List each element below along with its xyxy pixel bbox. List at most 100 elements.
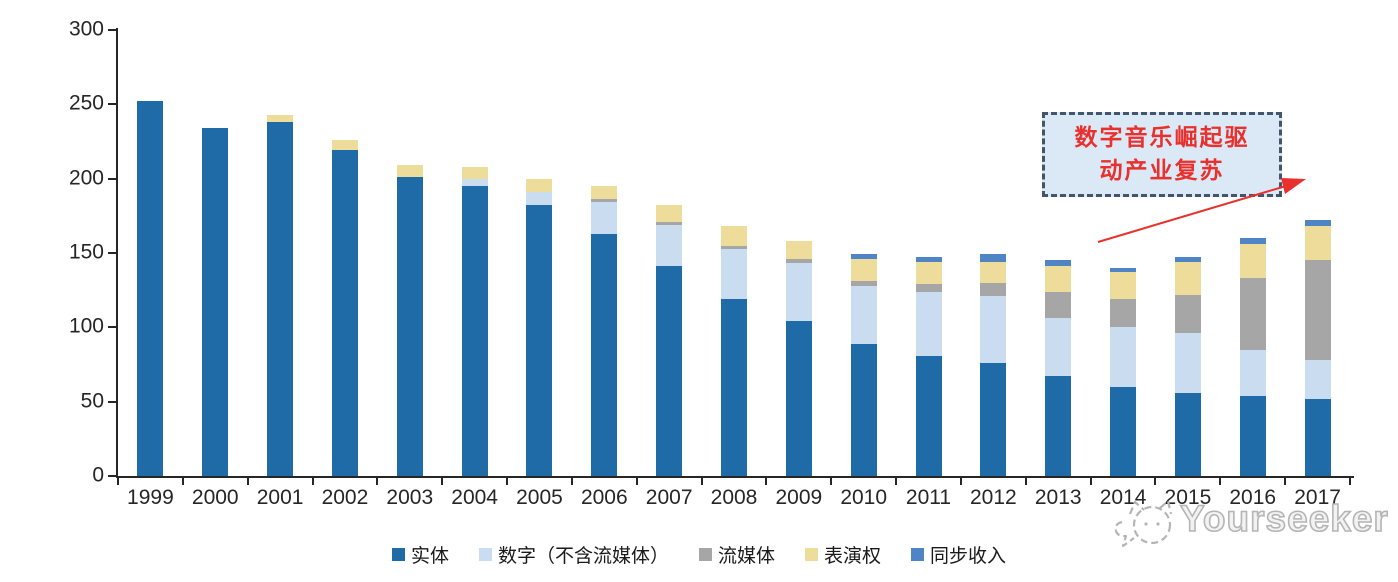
x-axis-tick (1219, 478, 1222, 485)
x-axis-tick-label: 2008 (710, 486, 758, 509)
x-axis-tick-label: 2005 (516, 486, 563, 509)
legend-item: 表演权 (805, 541, 881, 568)
x-axis-tick (895, 478, 898, 485)
bar-segment (1045, 318, 1072, 377)
y-axis-tick (108, 29, 116, 31)
y-axis-tick-label: 250 (68, 91, 104, 115)
legend-item: 流媒体 (698, 541, 775, 568)
y-axis-tick-label: 150 (68, 240, 104, 264)
y-axis-tick (108, 326, 116, 329)
bar-segment (785, 263, 812, 322)
bar-segment (1110, 386, 1137, 476)
x-axis-tick (506, 478, 509, 485)
y-axis-line (116, 28, 118, 478)
legend-item: 实体 (391, 541, 449, 568)
bar-segment (980, 363, 1007, 476)
legend-label: 同步收入 (930, 545, 1007, 567)
y-axis-tick (108, 475, 116, 477)
bar-segment (656, 221, 683, 225)
x-axis-tick (700, 478, 703, 485)
legend-swatch (698, 548, 712, 561)
bar-segment (850, 281, 877, 286)
legend-item: 同步收入 (911, 541, 1006, 568)
x-axis-tick-label: 2007 (645, 486, 693, 509)
y-axis-tick-label: 0 (92, 463, 104, 487)
bar-segment (396, 177, 423, 476)
bar-segment (656, 224, 683, 267)
bar-segment (721, 245, 747, 249)
bar-segment (396, 165, 423, 178)
x-axis-tick (1154, 478, 1157, 485)
bar-segment (1239, 244, 1266, 279)
bar-segment (656, 266, 683, 476)
bar-segment (1304, 226, 1331, 261)
legend-swatch (478, 548, 492, 561)
bar-segment (1304, 360, 1331, 399)
bar-segment (980, 296, 1007, 363)
y-axis-tick-label: 50 (80, 389, 104, 413)
bar-segment (850, 254, 877, 259)
bar-segment (850, 343, 877, 476)
bar-segment (1174, 261, 1201, 295)
annotation-box: 数字音乐崛起驱 动产业复苏 (1042, 112, 1282, 197)
bar-segment (785, 321, 812, 476)
bar-segment (721, 226, 747, 246)
bar-segment (785, 241, 812, 259)
x-axis-tick (376, 478, 379, 485)
legend-swatch (805, 548, 818, 561)
bar-segment (850, 285, 877, 344)
bar-segment (1174, 333, 1201, 393)
bar-segment (267, 114, 294, 123)
legend-swatch (911, 548, 925, 561)
bar-segment (980, 254, 1007, 262)
x-axis-tick (441, 478, 444, 485)
x-axis-tick (1089, 478, 1092, 485)
legend-item: 数字（不含流媒体） (478, 541, 669, 568)
legend-label: 实体 (410, 545, 449, 567)
x-axis-tick-label: 2016 (1229, 486, 1277, 509)
x-axis-tick (635, 478, 638, 485)
bar-segment (915, 284, 942, 292)
bar-segment (1304, 220, 1331, 227)
x-axis-tick-label: 2011 (905, 486, 952, 509)
bar-segment (915, 261, 942, 285)
bar-segment (1045, 266, 1072, 292)
bar-segment (1239, 395, 1266, 476)
x-axis-tick-label: 2001 (256, 486, 304, 509)
bar-segment (721, 299, 747, 476)
bar-segment (1239, 278, 1266, 350)
legend-label: 表演权 (824, 545, 882, 567)
bar-segment (656, 205, 683, 222)
bar-segment (915, 257, 942, 262)
bar-segment (591, 202, 618, 234)
bar-segment (1304, 260, 1331, 361)
bar-segment (1110, 272, 1137, 300)
bar-segment (980, 282, 1007, 297)
y-axis-tick-label: 100 (68, 314, 104, 338)
bar-segment (137, 101, 164, 476)
bar-segment (526, 192, 553, 206)
x-axis-tick (1284, 478, 1287, 485)
legend-label: 数字（不含流媒体） (497, 545, 669, 567)
x-axis-tick (959, 478, 962, 485)
bar-segment (1110, 327, 1137, 387)
bar-segment (1239, 349, 1266, 396)
y-axis-tick (108, 400, 116, 403)
x-axis-tick-label: 2002 (321, 486, 369, 509)
bar-segment (1174, 257, 1201, 262)
x-axis-tick (311, 478, 314, 485)
bar-segment (331, 150, 358, 476)
y-axis-tick (108, 177, 116, 180)
x-axis-tick (117, 478, 119, 485)
x-axis-tick-label: 2004 (451, 486, 498, 509)
x-axis-line (116, 476, 1354, 478)
x-axis-tick-label: 2012 (970, 486, 1017, 509)
bar-segment (526, 178, 553, 193)
x-axis-tick-label: 2006 (580, 486, 628, 509)
bar-segment (1045, 260, 1072, 267)
legend-swatch (391, 548, 405, 561)
x-axis-tick (570, 478, 573, 485)
bar-segment (721, 248, 747, 300)
bar-segment (1239, 238, 1266, 245)
